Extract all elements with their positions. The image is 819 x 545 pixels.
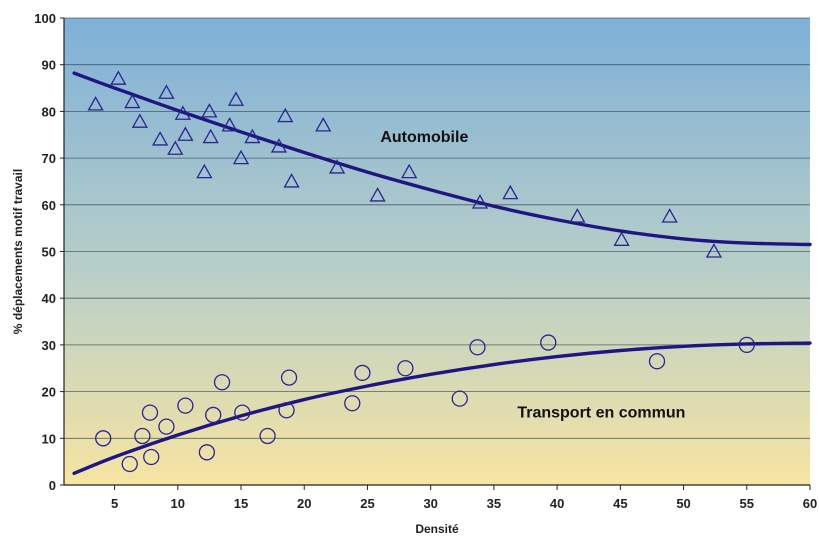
axes: 0 10 20 30 40 50 60 70 80 90 100 5 10 15 20 25 30 35 40 45 5… — [34, 11, 817, 511]
triangle-point — [201, 103, 218, 118]
circle-point — [234, 404, 251, 421]
series-label-transport-en-commun: Transport en commun — [517, 404, 685, 421]
circle-point — [354, 364, 371, 382]
circle-point — [259, 427, 276, 445]
x-tick-label: 35 — [487, 496, 501, 511]
circle-point — [280, 369, 298, 386]
y-tick-label: 80 — [42, 104, 56, 119]
triangle-point — [177, 126, 194, 141]
series-transport-en-commun — [72, 334, 812, 476]
y-tick-label: 70 — [42, 151, 56, 166]
triangle-point — [124, 93, 141, 109]
circle-point — [738, 336, 755, 354]
triangle-point — [329, 159, 346, 174]
triangle-point — [174, 105, 191, 120]
y-tick-label: 50 — [42, 245, 56, 260]
trend-curve-automobile — [72, 71, 812, 247]
trend-curve-transport-en-commun — [72, 341, 812, 476]
circle-point — [143, 448, 160, 466]
triangle-point — [270, 138, 288, 153]
circle-point — [213, 374, 231, 391]
circle-point — [177, 397, 194, 414]
series-label-automobile: Automobile — [380, 129, 468, 146]
y-tick-label: 100 — [34, 11, 56, 26]
circle-point — [648, 353, 666, 370]
x-tick-label: 45 — [613, 496, 627, 511]
triangle-point — [613, 231, 630, 246]
triangle-point — [227, 91, 245, 106]
circle-point — [540, 334, 557, 351]
series-layer — [72, 70, 812, 476]
triangle-point — [196, 163, 213, 179]
x-tick-label: 55 — [740, 496, 754, 511]
y-tick-label: 90 — [42, 58, 56, 73]
triangle-point — [131, 113, 148, 128]
circle-point — [141, 404, 159, 421]
circle-point — [469, 339, 486, 356]
circle-point — [95, 430, 112, 447]
triangle-point — [315, 117, 332, 132]
triangle-point — [232, 149, 250, 165]
triangle-point — [277, 107, 294, 123]
triangle-point — [202, 128, 219, 144]
circle-point — [158, 418, 175, 435]
x-tick-label: 25 — [360, 496, 374, 511]
triangle-point — [158, 84, 175, 99]
triangle-point — [110, 70, 127, 85]
circle-point — [134, 427, 151, 445]
x-tick-label: 20 — [297, 496, 311, 511]
x-tick-label: 30 — [423, 496, 437, 511]
y-tick-label: 10 — [42, 431, 56, 446]
triangle-point — [87, 96, 104, 111]
triangle-point — [221, 117, 238, 132]
triangle-point — [167, 140, 184, 155]
circle-point — [278, 402, 295, 419]
x-tick-label: 10 — [171, 496, 185, 511]
triangle-point — [471, 194, 489, 209]
circle-point — [205, 406, 222, 424]
y-tick-label: 40 — [42, 291, 56, 306]
triangle-point — [401, 163, 418, 179]
y-tick-label: 20 — [42, 385, 56, 400]
circle-point — [198, 444, 216, 461]
series-automobile — [72, 70, 812, 258]
x-tick-label: 40 — [550, 496, 564, 511]
x-tick-label: 50 — [676, 496, 690, 511]
x-tick-label: 15 — [234, 496, 248, 511]
triangle-point — [283, 173, 300, 188]
triangle-point — [369, 187, 386, 202]
gridlines — [64, 17, 810, 439]
circle-point — [397, 360, 414, 377]
circle-point — [121, 455, 138, 473]
triangle-point — [502, 184, 519, 200]
y-axis-title: % déplacements motif travail — [11, 169, 25, 334]
x-tick-label: 5 — [111, 496, 118, 511]
circle-point — [344, 395, 361, 412]
y-tick-label: 30 — [42, 338, 56, 353]
y-tick-label: 0 — [49, 478, 56, 493]
x-tick-label: 60 — [803, 496, 817, 511]
triangle-point — [151, 131, 169, 146]
y-tick-label: 60 — [42, 198, 56, 213]
triangle-point — [244, 128, 261, 144]
triangle-point — [705, 243, 723, 258]
triangle-point — [569, 208, 586, 223]
x-axis-title: Densité — [415, 522, 459, 536]
triangle-point — [661, 208, 678, 223]
circle-point — [451, 390, 468, 407]
